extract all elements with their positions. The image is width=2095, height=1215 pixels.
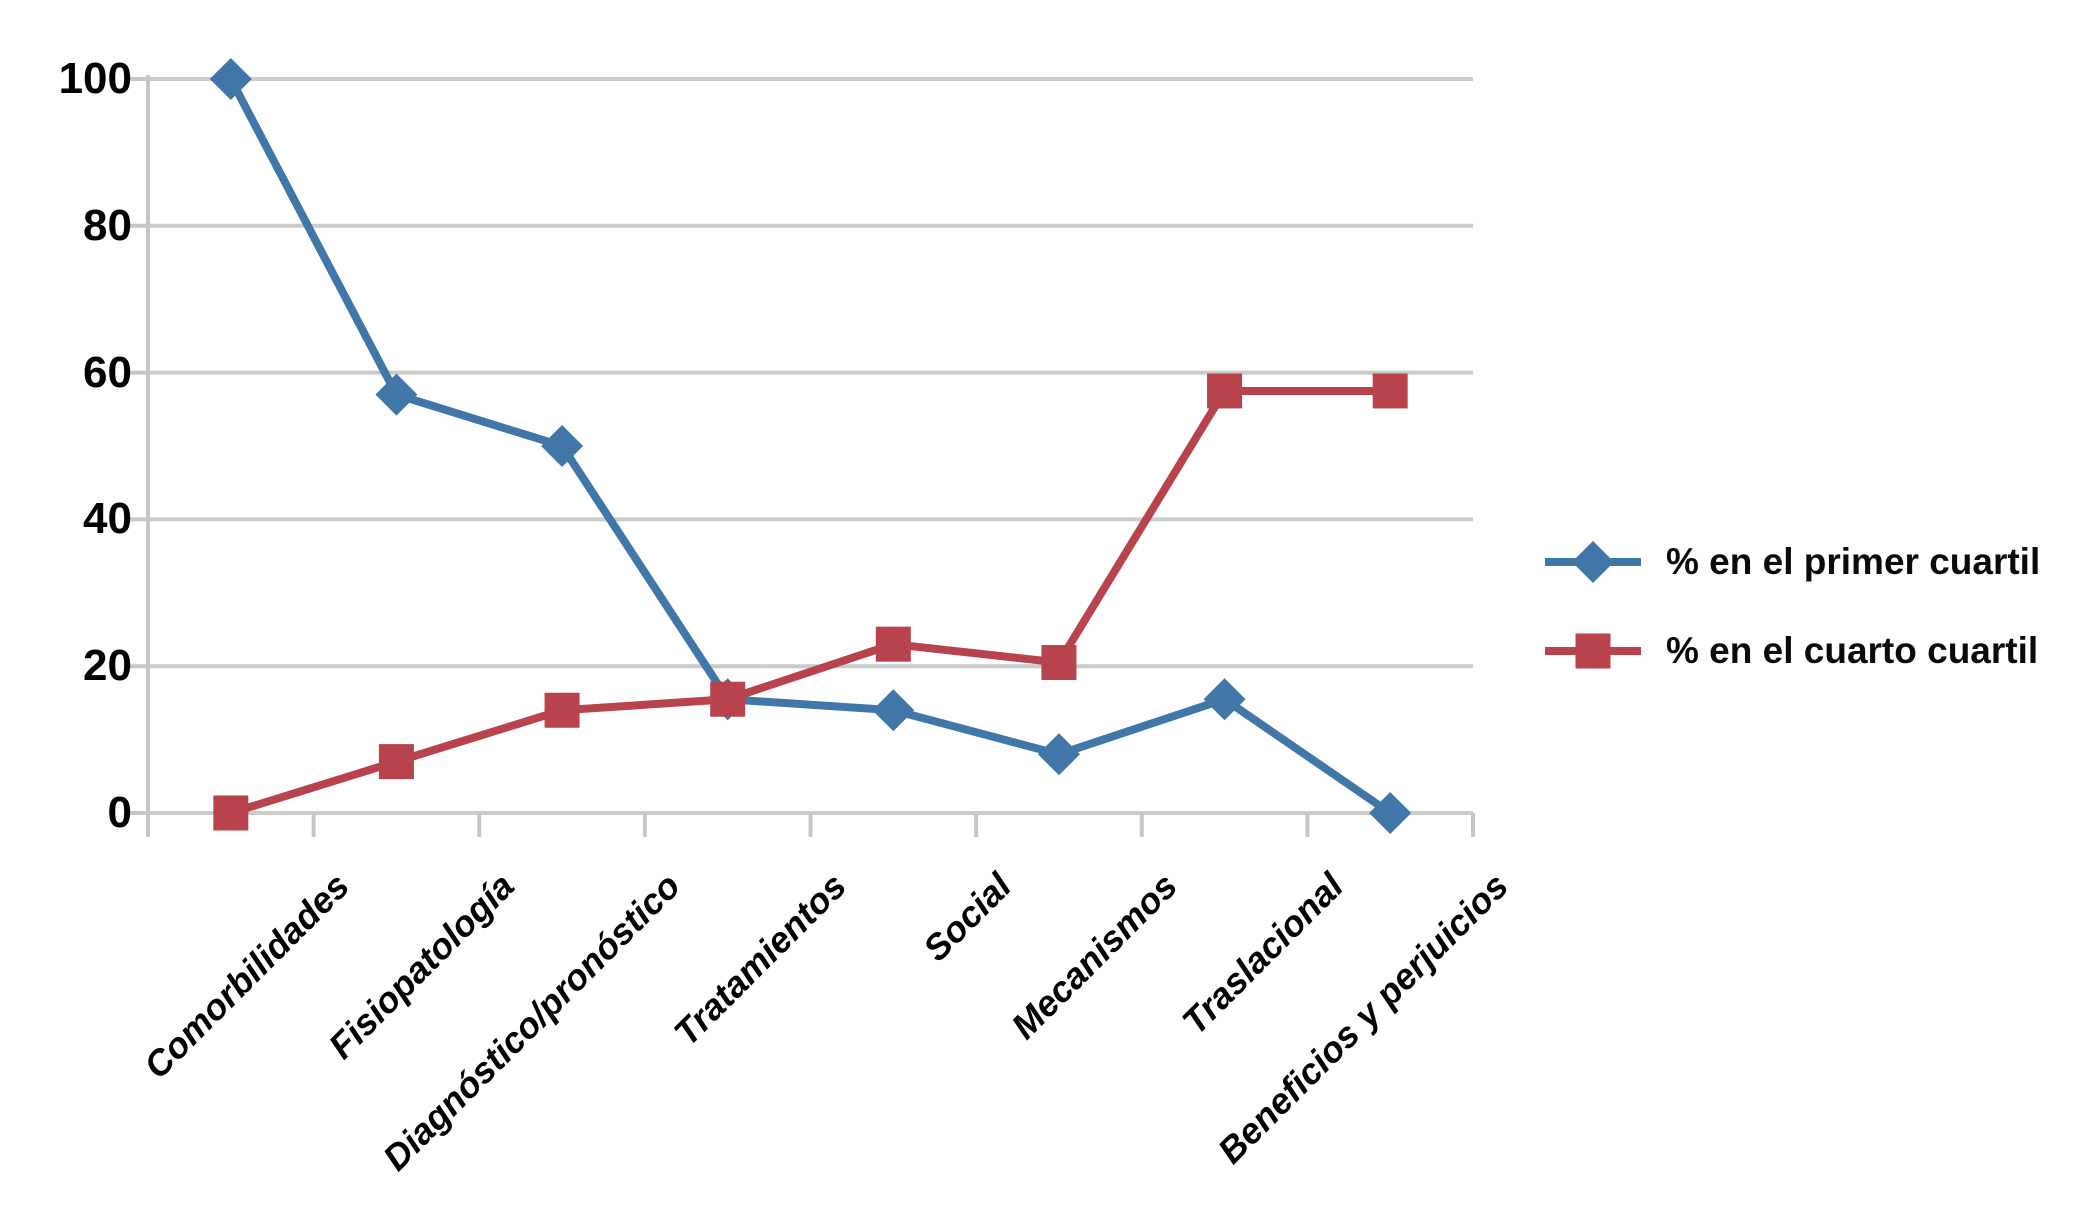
diamond-marker xyxy=(375,373,418,416)
legend-sample-shape xyxy=(1575,633,1611,669)
red-square-line-icon xyxy=(1545,633,1641,669)
diamond-marker xyxy=(541,425,584,467)
square-marker xyxy=(213,795,249,831)
legend-item-primer-cuartil: % en el primer cuartil xyxy=(1545,534,2040,590)
y-axis-label: 0 xyxy=(107,788,132,837)
series-line-0 xyxy=(227,77,1393,817)
legend-label-cuarto-cuartil: % en el cuarto cuartil xyxy=(1666,630,2039,671)
square-marker xyxy=(875,626,911,662)
square-marker xyxy=(1041,645,1077,681)
diamond-marker xyxy=(209,58,252,100)
legend-label-primer-cuartil: % en el primer cuartil xyxy=(1666,541,2041,582)
diamond-marker xyxy=(872,689,915,732)
y-axis-label: 20 xyxy=(83,641,132,691)
y-axis-label: 80 xyxy=(83,200,132,250)
y-axis-label: 60 xyxy=(83,347,132,397)
series-line-1 xyxy=(229,386,1391,817)
legend-item-cuarto-cuartil: % en el cuarto cuartil xyxy=(1545,623,2040,679)
square-marker xyxy=(544,692,580,728)
legend-sample-shape xyxy=(1572,541,1614,583)
square-marker xyxy=(1207,373,1243,409)
y-axis-label: 40 xyxy=(83,494,132,544)
square-marker xyxy=(1372,373,1408,409)
diamond-marker xyxy=(1369,792,1412,834)
y-axis-label: 100 xyxy=(58,54,132,103)
legend: % en el primer cuartil % en el cuarto cu… xyxy=(1545,534,2040,679)
square-marker xyxy=(378,744,414,780)
diamond-marker xyxy=(1037,733,1080,776)
square-marker xyxy=(710,681,746,717)
diamond-marker xyxy=(1203,678,1246,721)
blue-diamond-line-icon xyxy=(1545,541,1641,583)
